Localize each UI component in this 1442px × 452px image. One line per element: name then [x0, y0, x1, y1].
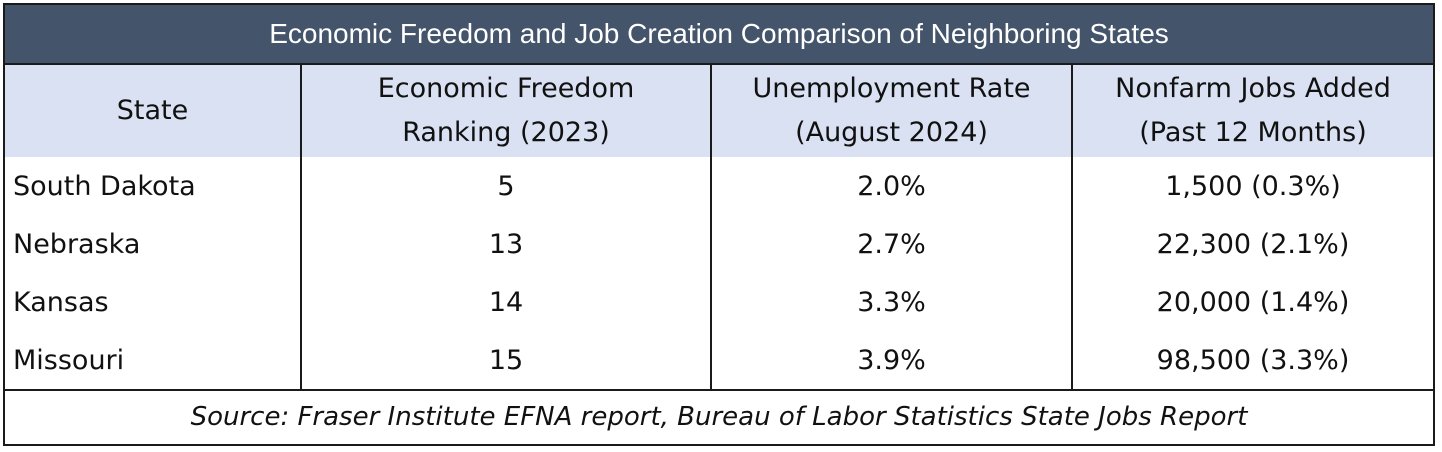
jobs-added-cell: 20,000 (1.4%) [1156, 286, 1350, 318]
header-unemployment-line2: (August 2024) [795, 117, 988, 148]
jobs-added-cell: 22,300 (2.1%) [1156, 228, 1350, 260]
table-row: Kansas 14 3.3% 20,000 (1.4%) [5, 273, 1433, 331]
state-cell: Nebraska [5, 215, 302, 273]
header-jobs-added-line2: (Past 12 Months) [1139, 117, 1367, 148]
header-unemployment-line1: Unemployment Rate [752, 73, 1031, 104]
data-table: State Economic Freedom Ranking (2023) Un… [5, 65, 1433, 391]
state-cell: Missouri [5, 331, 302, 391]
state-cell: Kansas [5, 273, 302, 331]
table-row: South Dakota 5 2.0% 1,500 (0.3%) [5, 157, 1433, 215]
header-ranking: Economic Freedom Ranking (2023) [301, 65, 712, 157]
source-note: Source: Fraser Institute EFNA report, Bu… [190, 402, 1248, 432]
jobs-added-cell: 1,500 (0.3%) [1165, 170, 1341, 202]
header-jobs-added-line1: Nonfarm Jobs Added [1115, 73, 1391, 104]
table-row: Nebraska 13 2.7% 22,300 (2.1%) [5, 215, 1433, 273]
ranking-cell: 14 [301, 273, 712, 331]
table-row: Missouri 15 3.9% 98,500 (3.3%) [5, 331, 1433, 391]
table-frame: Economic Freedom and Job Creation Compar… [3, 3, 1435, 446]
header-unemployment: Unemployment Rate (August 2024) [711, 65, 1073, 157]
ranking-cell: 5 [301, 157, 712, 215]
unemployment-cell: 2.0% [711, 157, 1073, 215]
ranking-cell: 13 [301, 215, 712, 273]
state-cell: South Dakota [5, 157, 302, 215]
unemployment-cell: 3.9% [711, 331, 1073, 391]
header-jobs-added: Nonfarm Jobs Added (Past 12 Months) [1072, 65, 1433, 157]
ranking-cell: 15 [301, 331, 712, 391]
header-row: State Economic Freedom Ranking (2023) Un… [5, 65, 1433, 157]
table-title: Economic Freedom and Job Creation Compar… [5, 5, 1433, 65]
header-state-label: State [116, 95, 189, 126]
jobs-added-cell: 98,500 (3.3%) [1072, 331, 1433, 391]
unemployment-cell: 3.3% [711, 273, 1073, 331]
header-state: State [5, 65, 302, 157]
unemployment-cell: 2.7% [711, 215, 1073, 273]
header-ranking-line1: Economic Freedom [377, 73, 635, 104]
header-ranking-line2: Ranking (2023) [402, 117, 610, 148]
